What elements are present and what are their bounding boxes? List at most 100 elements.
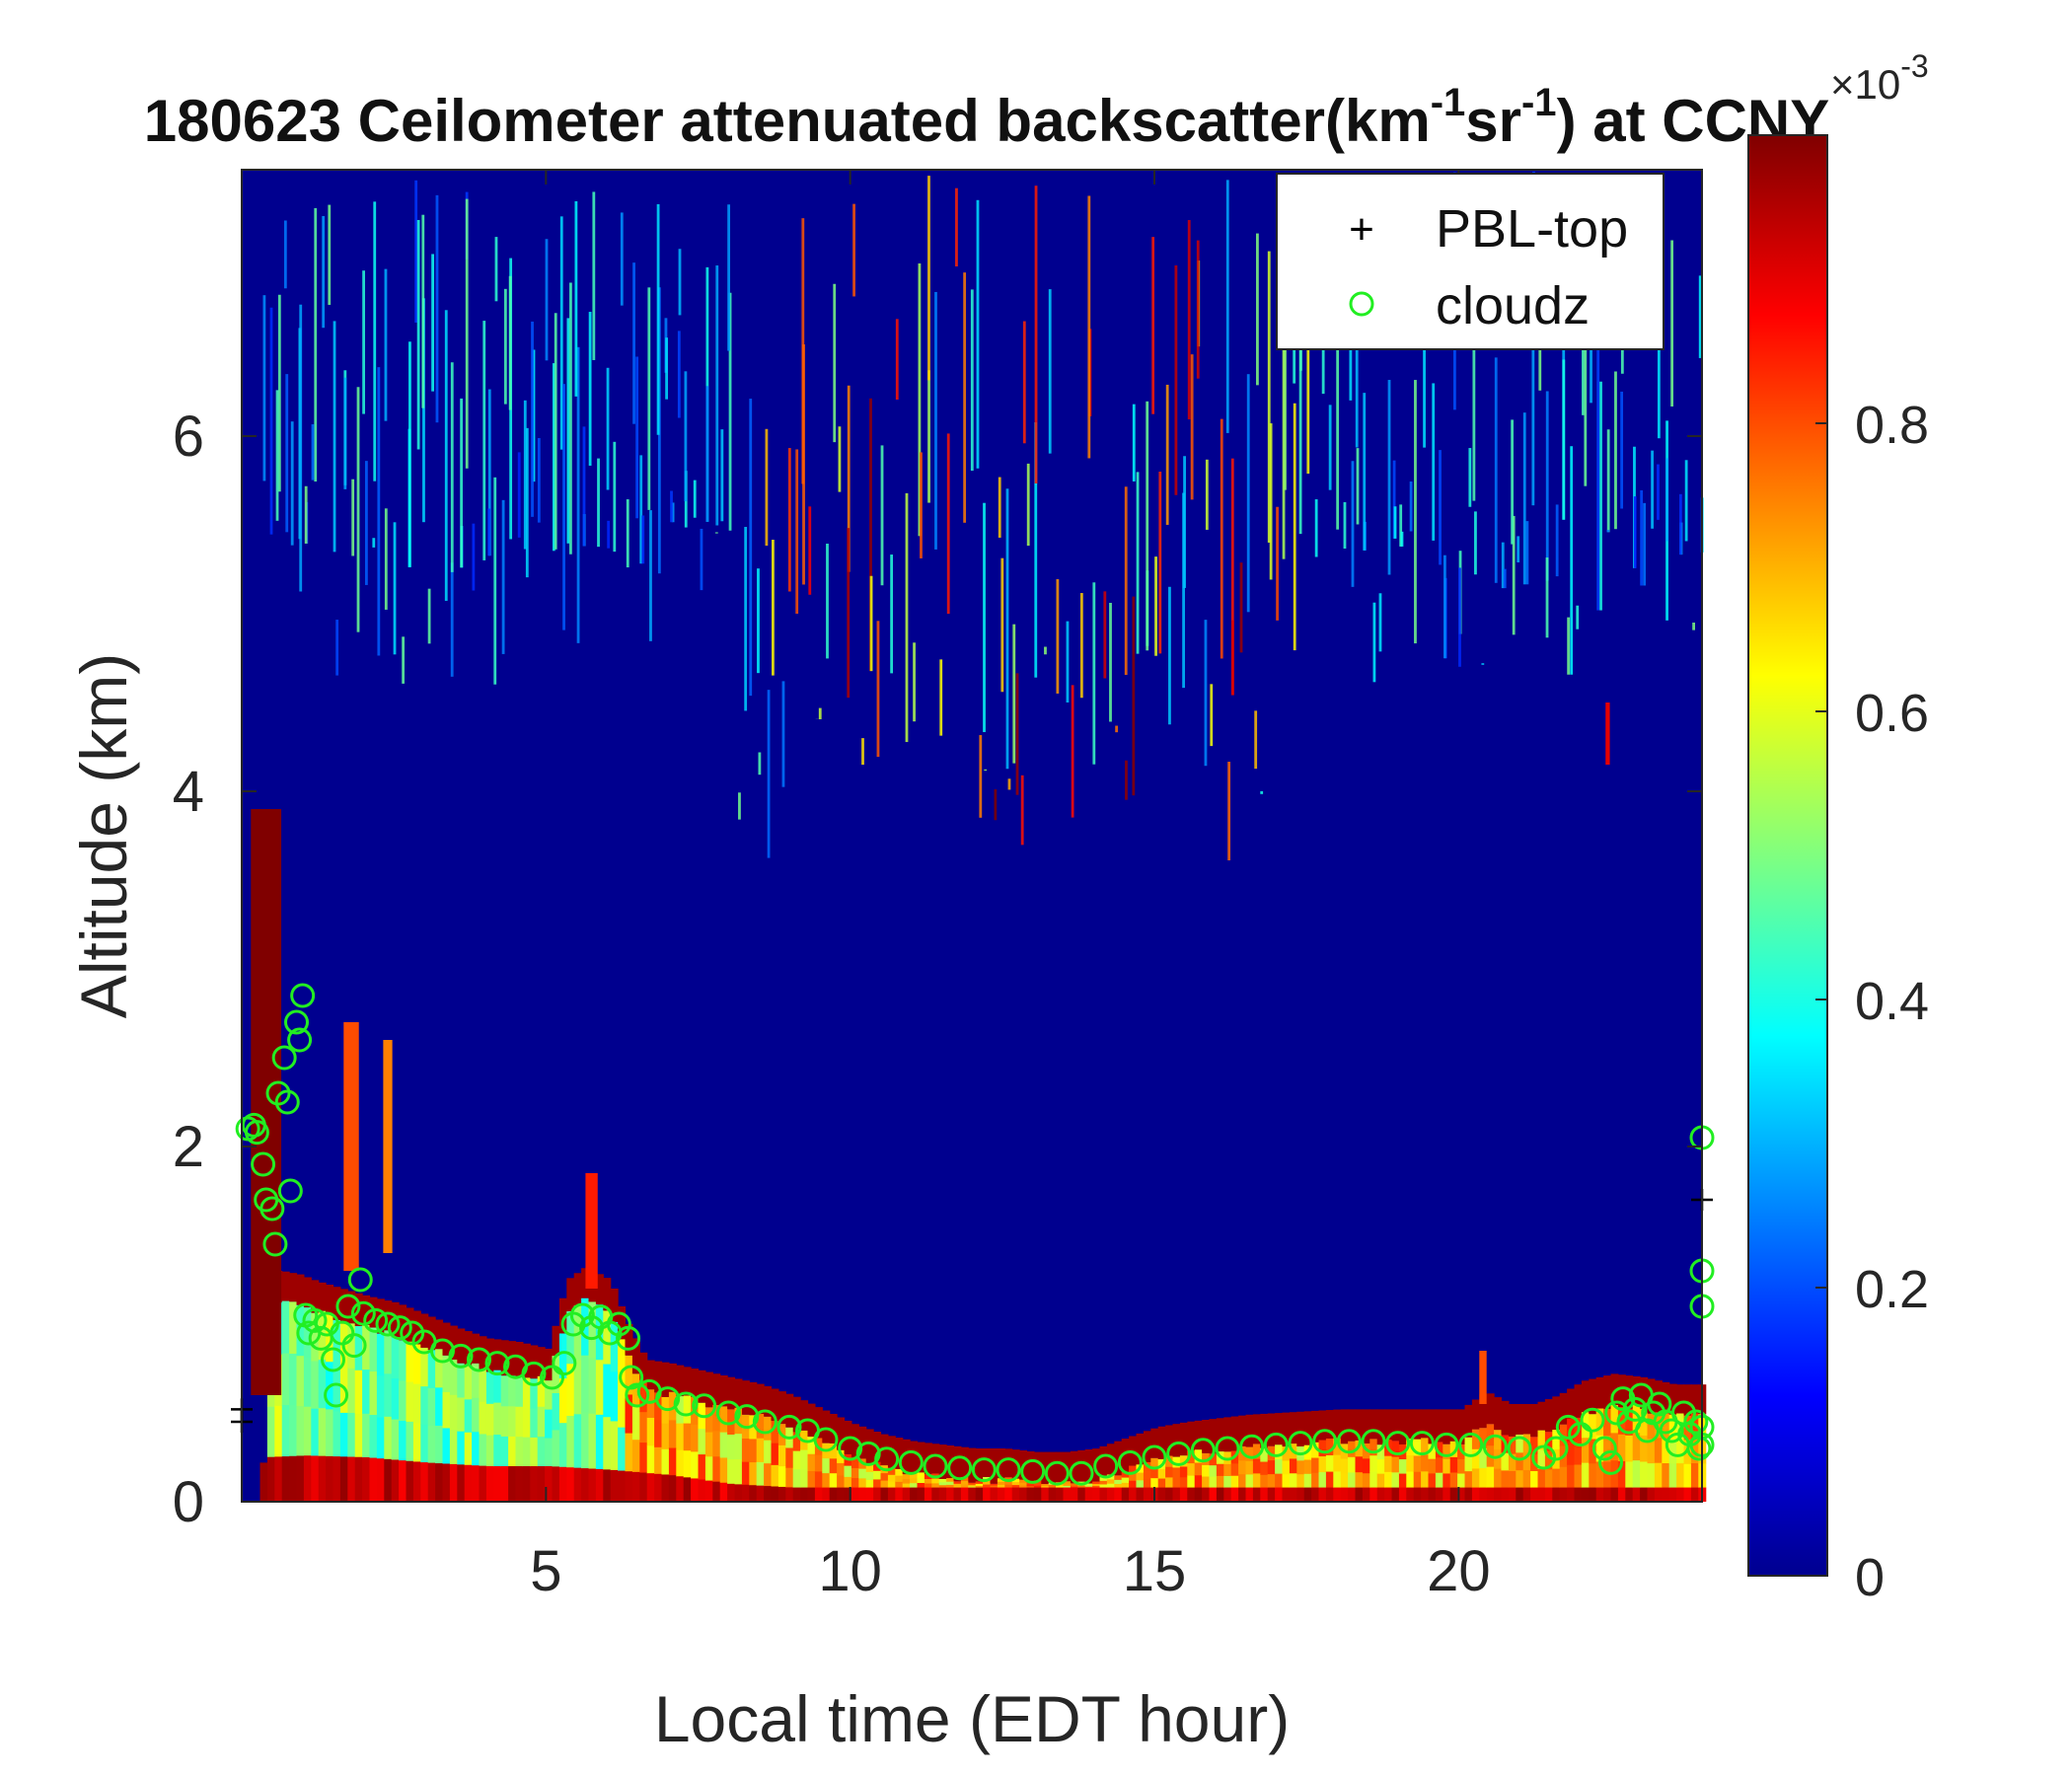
heatmap-cell-noise: [934, 291, 937, 550]
heatmap-cell-surface: [1048, 1487, 1057, 1502]
heatmap-cell-aerosol: [1267, 1459, 1276, 1475]
heatmap-cell-pbl-band: [1610, 1373, 1619, 1406]
heatmap-cell-aerosol: [618, 1427, 627, 1472]
heatmap-cell-pbl-band: [1355, 1409, 1364, 1441]
heatmap-cell-noise: [1007, 778, 1011, 790]
heatmap-cell-aerosol: [1471, 1467, 1480, 1489]
heatmap-cell-pbl-band: [1303, 1411, 1312, 1445]
heatmap-cell-aerosol: [530, 1407, 539, 1438]
heatmap-cell-noise: [665, 337, 669, 400]
heatmap-cell-noise: [757, 568, 760, 674]
heatmap-cell-noise: [373, 201, 377, 481]
heatmap-cell-aerosol: [1647, 1462, 1656, 1489]
heatmap-cell-aerosol: [603, 1310, 612, 1365]
heatmap-cell-pbl-band: [1121, 1439, 1130, 1472]
heatmap-cell-noise: [262, 295, 266, 481]
heatmap-cell-aerosol: [792, 1450, 801, 1470]
heatmap-cell-aerosol: [1311, 1442, 1320, 1458]
heatmap-cell-aerosol: [1282, 1473, 1291, 1489]
heatmap-cell-aerosol: [625, 1355, 633, 1395]
heatmap-cell-surface: [552, 1466, 560, 1502]
heatmap-cell-aerosol: [296, 1405, 305, 1456]
heatmap-cell-aerosol: [558, 1377, 567, 1424]
heatmap-cell-aerosol: [960, 1484, 969, 1489]
heatmap-cell-surface: [1662, 1487, 1670, 1502]
heatmap-cell-surface: [1011, 1487, 1020, 1502]
heatmap-cell-noise: [847, 385, 851, 572]
heatmap-cell-noise: [384, 508, 388, 610]
heatmap-cell-surface: [1143, 1487, 1151, 1502]
heatmap-cell-aerosol: [1084, 1486, 1093, 1489]
cloudz-point: [277, 1178, 303, 1204]
heatmap-cell-pbl-band: [646, 1360, 655, 1390]
heatmap-cell-aerosol: [851, 1477, 859, 1489]
heatmap-cell-aerosol: [873, 1470, 882, 1480]
heatmap-cell-surface: [777, 1486, 786, 1502]
heatmap-cell-noise: [670, 490, 673, 523]
heatmap-cell-aerosol: [427, 1387, 436, 1426]
heatmap-cell-surface: [537, 1466, 546, 1502]
heatmap-cell-surface: [457, 1464, 466, 1502]
cloudz-point: [251, 1151, 276, 1177]
heatmap-cell-aerosol: [412, 1383, 421, 1424]
heatmap-cell-pbl-band: [851, 1424, 859, 1458]
heatmap-cell-surface: [1033, 1487, 1042, 1502]
heatmap-cell-surface: [522, 1466, 531, 1502]
heatmap-cell-aerosol: [464, 1366, 473, 1400]
heatmap-cell-aerosol: [1099, 1476, 1108, 1481]
heatmap-cell-noise: [431, 254, 435, 392]
heatmap-cell-surface: [1457, 1487, 1466, 1502]
heatmap-cell-pbl-band: [1311, 1410, 1320, 1443]
heatmap-cell-pbl-band: [895, 1438, 904, 1469]
heatmap-cell-aerosol: [1376, 1444, 1385, 1460]
heatmap-cell-aerosol: [1325, 1471, 1334, 1489]
heatmap-cell-aerosol: [1303, 1458, 1312, 1474]
heatmap-cell-aerosol: [610, 1420, 619, 1471]
heatmap-cell-surface: [1406, 1487, 1415, 1502]
heatmap-cell-aerosol: [515, 1406, 524, 1438]
colorbar-tick-label: 0.8: [1855, 396, 1929, 455]
heatmap-cell-aerosol: [406, 1421, 414, 1462]
heatmap-cell-pbl-band: [1552, 1396, 1561, 1431]
heatmap-cell-aerosol: [347, 1323, 356, 1369]
heatmap-cell-surface: [1668, 1487, 1677, 1502]
heatmap-cell-surface: [1690, 1487, 1699, 1502]
heatmap-cell-aerosol: [1041, 1486, 1050, 1489]
heatmap-cell-pbl-band: [1406, 1409, 1415, 1440]
heatmap-cell-noise: [606, 367, 610, 490]
heatmap-cell-surface: [384, 1458, 393, 1502]
heatmap-cell-aerosol: [281, 1353, 290, 1406]
heatmap-cell-pbl-band: [1640, 1376, 1649, 1409]
heatmap-cell-noise: [1356, 448, 1360, 525]
heatmap-cell-aerosol: [1348, 1441, 1357, 1457]
heatmap-cell-aerosol: [1333, 1454, 1342, 1472]
heatmap-cell-surface: [1092, 1487, 1101, 1502]
heatmap-cell-noise: [562, 384, 565, 630]
heatmap-cell-pbl-band: [1421, 1409, 1430, 1439]
heatmap-cell-noise: [1414, 380, 1417, 644]
heatmap-cell-aerosol: [895, 1468, 904, 1476]
heatmap-cell-aerosol: [902, 1474, 911, 1480]
heatmap-cell-noise: [1230, 458, 1234, 696]
heatmap-cell-aerosol: [1362, 1457, 1370, 1474]
heatmap-cell-noise: [1590, 330, 1592, 404]
cloudz-point: [540, 1365, 564, 1390]
heatmap-cell-surface: [683, 1477, 692, 1502]
heatmap-cell-aerosol: [902, 1478, 911, 1484]
heatmap-cell-aerosol: [1398, 1473, 1407, 1489]
heatmap-cell-surface: [1267, 1487, 1276, 1502]
heatmap-cell-surface: [895, 1487, 904, 1502]
cloudz-point: [734, 1404, 760, 1430]
cloudz-point: [552, 1351, 577, 1376]
heatmap-cell-surface: [1348, 1487, 1357, 1502]
heatmap-cell-aerosol: [376, 1374, 385, 1418]
heatmap-cell-aerosol: [1574, 1464, 1583, 1489]
heatmap-cell-aerosol: [1187, 1462, 1196, 1476]
heatmap-cell-noise: [1168, 586, 1171, 725]
heatmap-cell-noise: [1614, 371, 1617, 530]
heatmap-cell-aerosol: [618, 1339, 627, 1384]
heatmap-cell-aerosol: [435, 1349, 444, 1388]
heatmap-cell-aerosol: [1056, 1485, 1065, 1489]
heatmap-cell-aerosol: [1019, 1482, 1028, 1486]
heatmap-cell-noise: [890, 555, 894, 674]
